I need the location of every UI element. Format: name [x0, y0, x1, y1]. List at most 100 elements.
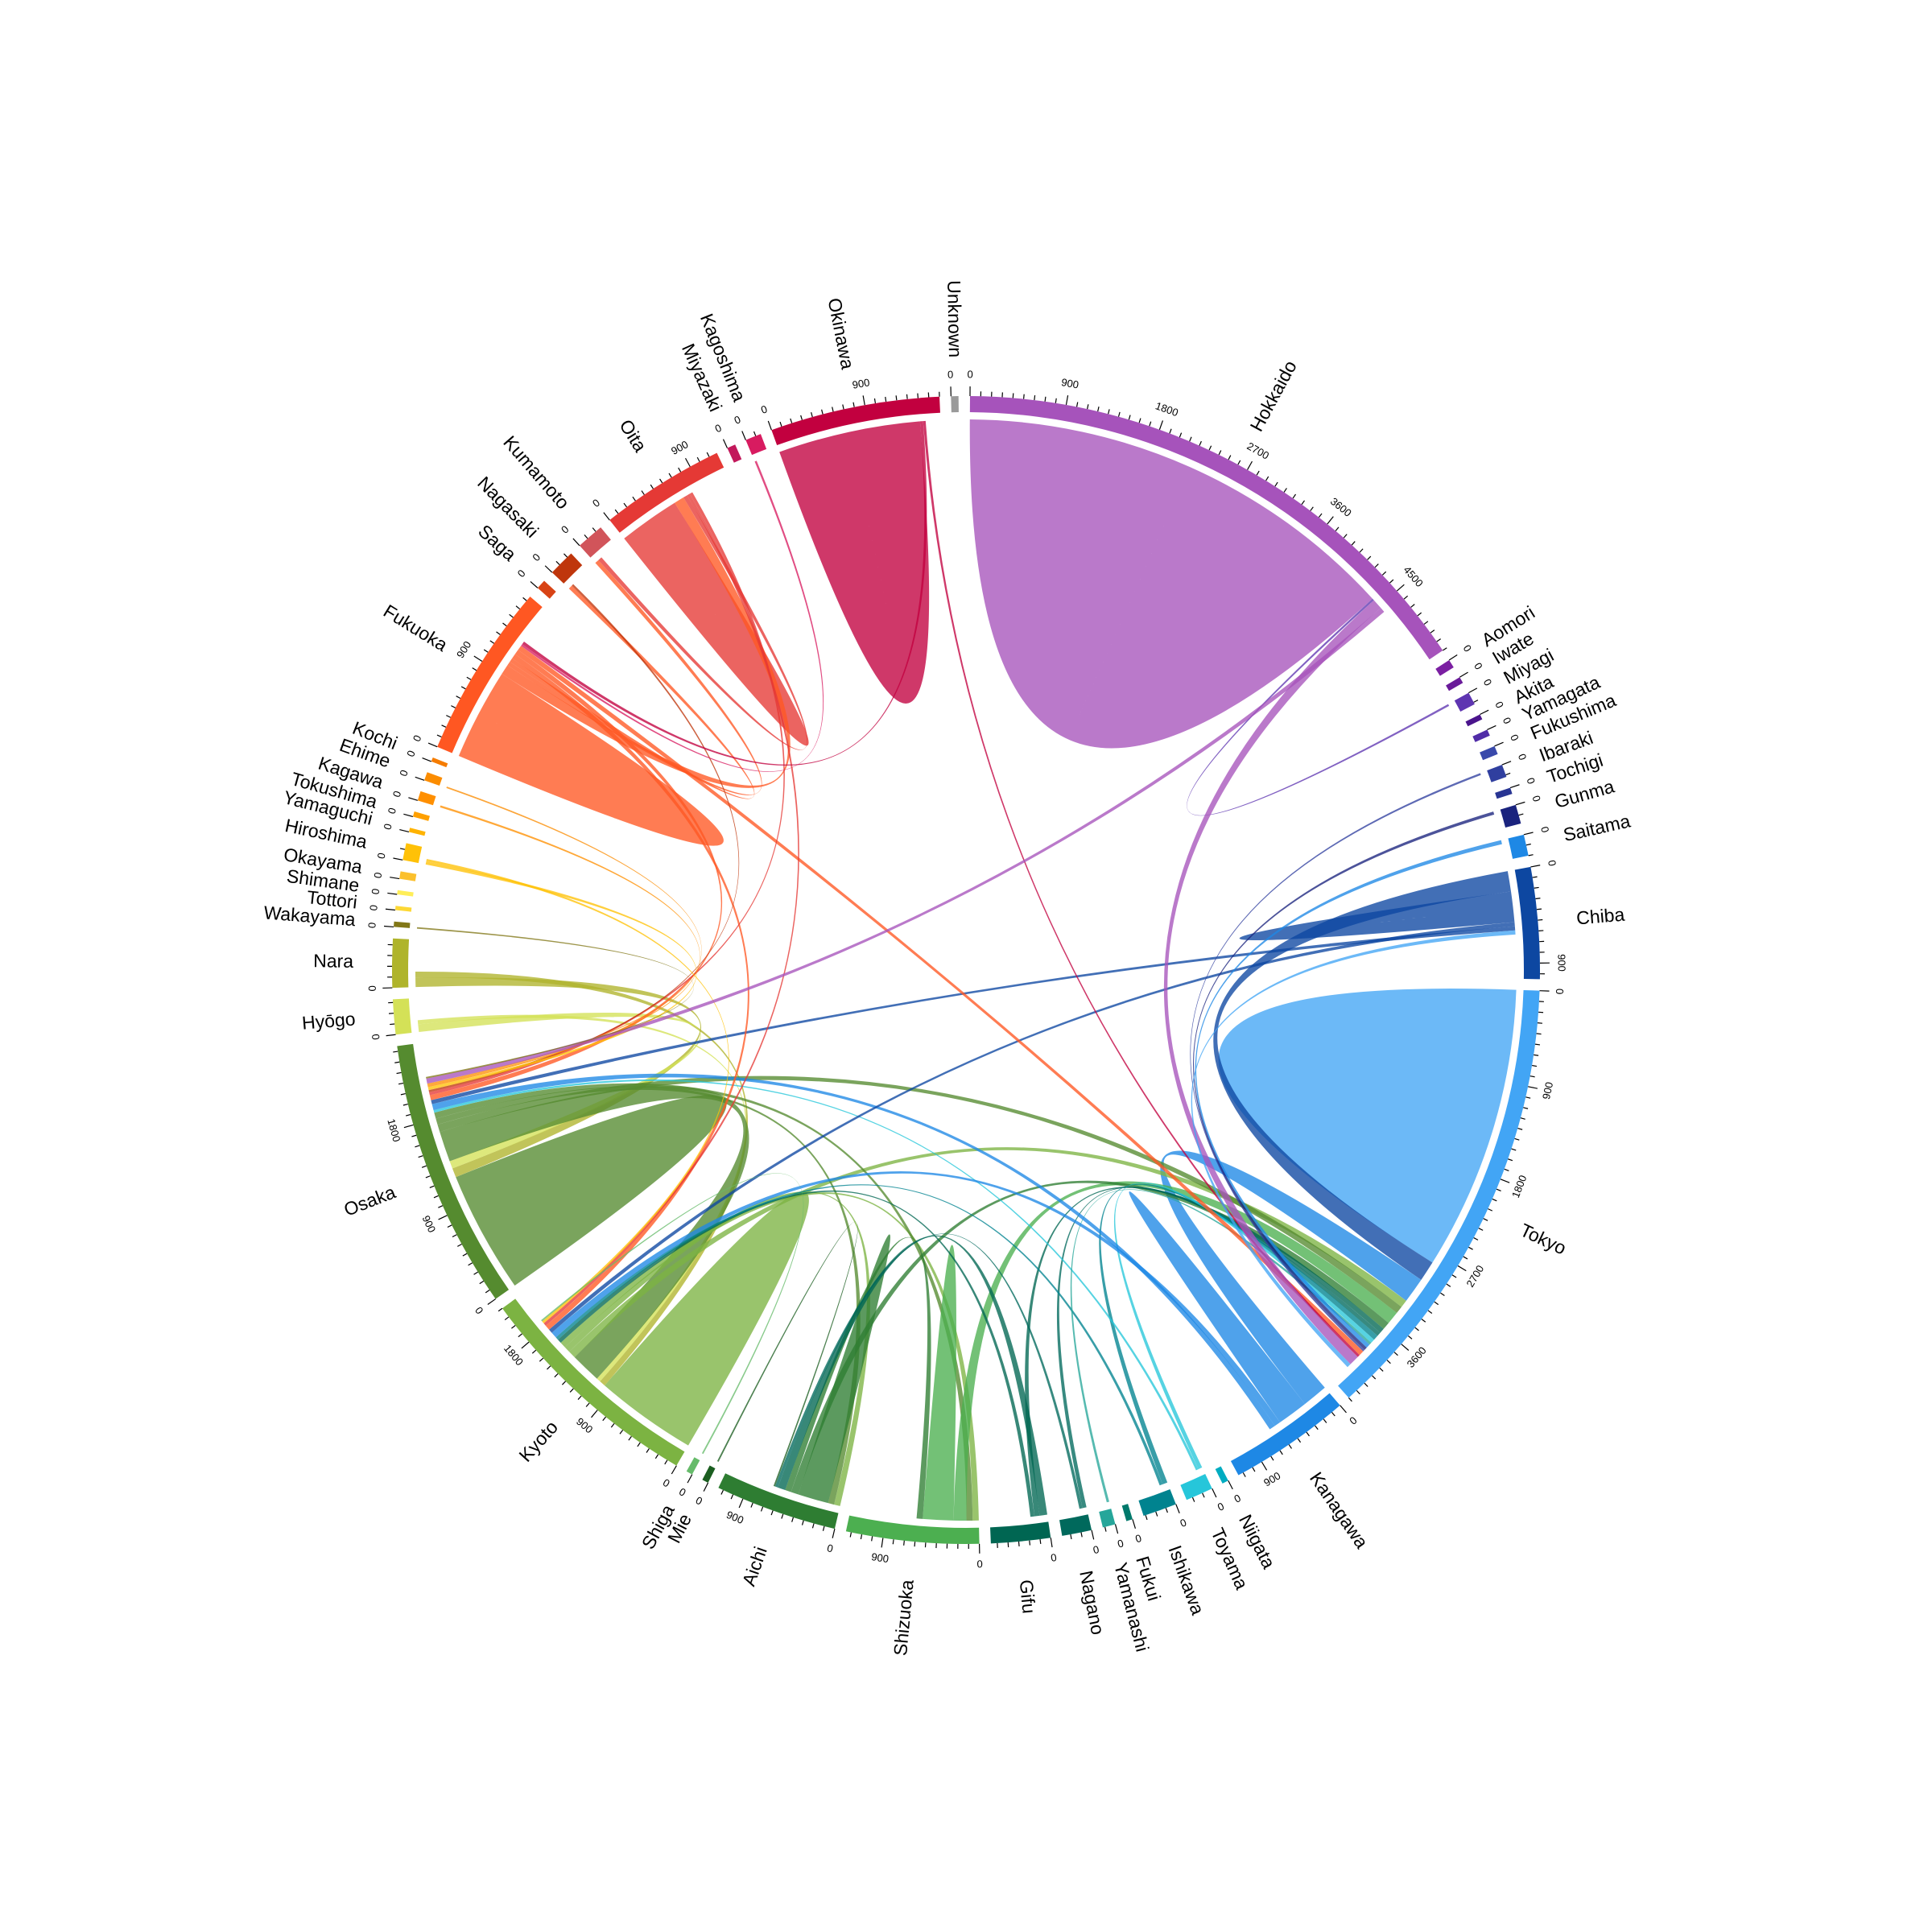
tick-aomori [1448, 654, 1458, 661]
tick-akita [1480, 709, 1489, 716]
segment-arc-miyagi [1454, 692, 1475, 712]
chord-fukuoka-oita [502, 497, 791, 788]
tick-osaka [462, 1253, 468, 1257]
chord-chiba-chiba [1239, 891, 1515, 941]
segment-arc-hiroshima [402, 843, 423, 864]
tick-hokkaido [1256, 470, 1260, 476]
tick-label-oita: 0 [590, 497, 602, 510]
tick-mie [703, 1482, 709, 1492]
tick-hokkaido [1199, 440, 1202, 446]
tick-hokkaido [1237, 460, 1241, 465]
segment-arc-nara [391, 938, 410, 989]
tick-hokkaido [1149, 421, 1152, 427]
tick-iwate [1459, 671, 1468, 678]
tick-osaka [452, 1234, 457, 1238]
segment-arc-chiba [1514, 866, 1541, 980]
tick-kyoto [554, 1373, 559, 1378]
chord-kagawa-osaka [427, 805, 700, 1088]
segment-arc-nagano [1059, 1514, 1092, 1536]
tick-miyazaki [722, 439, 729, 448]
tick-kagawa [408, 797, 419, 801]
tick-saitama [1528, 854, 1534, 857]
tick-hokkaido [1389, 579, 1394, 584]
tick-label-oita: 900 [669, 438, 690, 457]
segment-arc-fukushima [1480, 745, 1498, 761]
tick-tochigi [1509, 784, 1520, 789]
tick-label-kagawa: 0 [390, 790, 403, 799]
tick-toyama [1212, 1488, 1217, 1498]
segment-labels-layer: UnknownHokkaidoAomoriIwateMiyagiAkitaYam… [263, 280, 1633, 1657]
tick-ibaraki [1505, 772, 1511, 776]
tick-osaka [438, 1205, 444, 1208]
segment-label-kyoto: Kyoto [514, 1417, 562, 1466]
tick-oita [632, 496, 636, 502]
tick-tokyo [1504, 1168, 1509, 1171]
tick-hokkaido [1410, 604, 1415, 608]
tick-fukuoka [427, 742, 438, 748]
tick-hokkaido [1117, 411, 1121, 417]
tick-hokkaido [1327, 516, 1334, 525]
tick-shizuoka [871, 1536, 873, 1542]
segment-label-chiba: Chiba [1575, 904, 1625, 929]
tick-shizuoka [849, 1532, 852, 1538]
segment-label-hokkaido: Hokkaido [1245, 357, 1300, 435]
tick-oita [696, 456, 700, 462]
chord-hokkaido-tokyo [1163, 600, 1381, 1364]
chord-fukuoka-osaka [429, 650, 723, 1100]
tick-hiroshima [393, 857, 403, 861]
tick-hokkaido [1430, 630, 1435, 634]
tick-label-hyogo: 0 [369, 1034, 382, 1041]
tick-label-fukui: 0 [1134, 1532, 1143, 1545]
chord-okinawa-okinawa [779, 421, 930, 704]
segment-arc-tokushima [412, 811, 430, 821]
tick-aichi [791, 1517, 795, 1522]
tick-kumamoto [572, 538, 580, 547]
tick-label-aomori: 0 [1461, 642, 1475, 654]
tick-label-fukuoka: 0 [411, 733, 424, 743]
segment-arc-kagawa [417, 791, 436, 806]
tick-okinawa [767, 420, 772, 431]
tick-fukuoka [460, 686, 466, 690]
tick-okinawa [862, 395, 865, 406]
tick-oita [706, 452, 710, 457]
segment-label-saitama: Saitama [1562, 810, 1633, 845]
tick-hokkaido [1023, 394, 1025, 399]
segment-arc-yamaguchi [408, 828, 426, 836]
tick-label-chiba: 900 [1555, 954, 1567, 972]
tick-fukuoka [446, 715, 451, 718]
tick-tokyo [1508, 1158, 1513, 1162]
tick-label-ibaraki: 0 [1516, 752, 1530, 762]
tick-oita [641, 490, 645, 495]
tick-shizuoka [914, 1542, 916, 1547]
tick-hokkaido [1055, 398, 1057, 403]
tick-label-saga: 0 [515, 568, 528, 580]
tick-kanagawa [1331, 1412, 1335, 1417]
tick-label-kyoto: 0 [661, 1476, 672, 1490]
tick-osaka [425, 1175, 431, 1179]
tick-kanagawa [1297, 1438, 1302, 1443]
tick-okayama [390, 877, 400, 880]
tick-osaka [418, 1155, 423, 1158]
tick-hyogo [390, 1023, 395, 1026]
tick-label-tottori: 0 [367, 904, 380, 911]
segment-label-oita: Oita [615, 415, 651, 456]
tick-tokyo [1511, 1148, 1517, 1151]
tick-osaka [485, 1290, 490, 1294]
tick-kyoto [511, 1325, 516, 1329]
segment-arc-unknown [951, 396, 959, 413]
tick-label-gifu: 0 [1050, 1551, 1057, 1564]
tick-hokkaido [1158, 420, 1164, 430]
tick-label-miyagi: 0 [1481, 677, 1495, 688]
tick-okinawa [779, 421, 782, 427]
tick-label-saitama: 0 [1538, 825, 1551, 834]
tick-kanagawa [1270, 1455, 1274, 1461]
chord-hyogo-osaka [418, 1012, 701, 1169]
segment-arc-mie [702, 1465, 716, 1483]
tick-fukuoka [456, 696, 461, 700]
tick-label-wakayama: 0 [365, 922, 378, 928]
tick-aichi [738, 1498, 744, 1509]
chords-layer [415, 419, 1517, 1521]
tick-aichi [811, 1523, 815, 1529]
tick-oita [603, 512, 610, 521]
